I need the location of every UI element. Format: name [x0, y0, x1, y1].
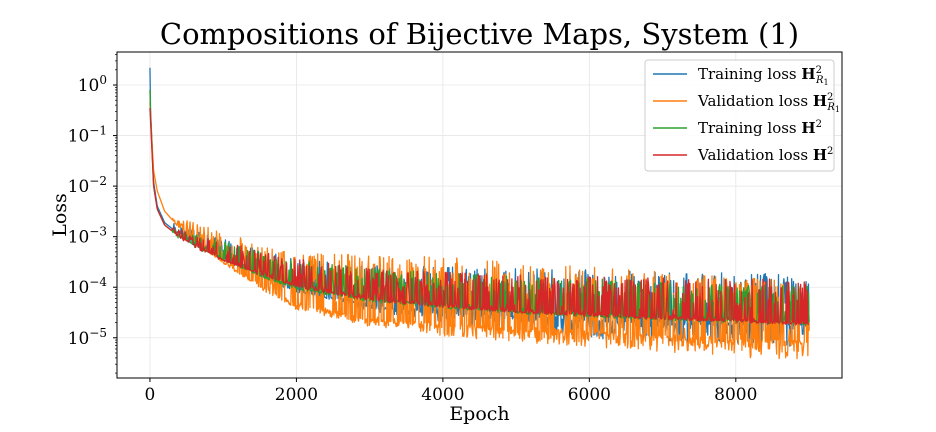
legend-entry-4: Validation loss H2 — [697, 146, 833, 164]
legend: Training loss H2 R1 Validation loss H2 R1 Tr… — [644, 59, 840, 172]
x-tick-label: 8000 — [714, 385, 757, 405]
y-tick-label: 10−5 — [68, 326, 107, 349]
series-layer — [149, 67, 810, 360]
legend-entry-3: Training loss H2 — [698, 119, 822, 137]
y-tick-label: 10−1 — [68, 124, 107, 147]
plot-frame — [116, 51, 843, 379]
x-tick-label: 0 — [145, 385, 156, 405]
y-tick-label: 10−4 — [68, 275, 108, 298]
y-tick-label: 100 — [78, 73, 107, 96]
legend-entry-2: Validation loss H2 R1 — [697, 92, 840, 114]
y-axis: 10−5 10−4 10−3 10−2 10−1 100 — [68, 54, 117, 374]
x-tick-label: 2000 — [275, 385, 318, 405]
x-tick-label: 6000 — [568, 385, 611, 405]
x-axis-label: Epoch — [449, 403, 509, 425]
y-axis-label: Loss — [49, 193, 71, 237]
legend-box — [644, 59, 835, 172]
y-tick-label: 10−3 — [68, 225, 107, 248]
y-tick-label: 10−2 — [68, 174, 107, 197]
series-line-4 — [149, 108, 810, 325]
x-tick-label: 4000 — [421, 385, 464, 405]
chart-title: Compositions of Bijective Maps, System (… — [160, 17, 799, 51]
x-axis: 0 2000 4000 6000 8000 — [145, 378, 757, 405]
legend-entry-1: Training loss H2 R1 — [698, 65, 829, 87]
